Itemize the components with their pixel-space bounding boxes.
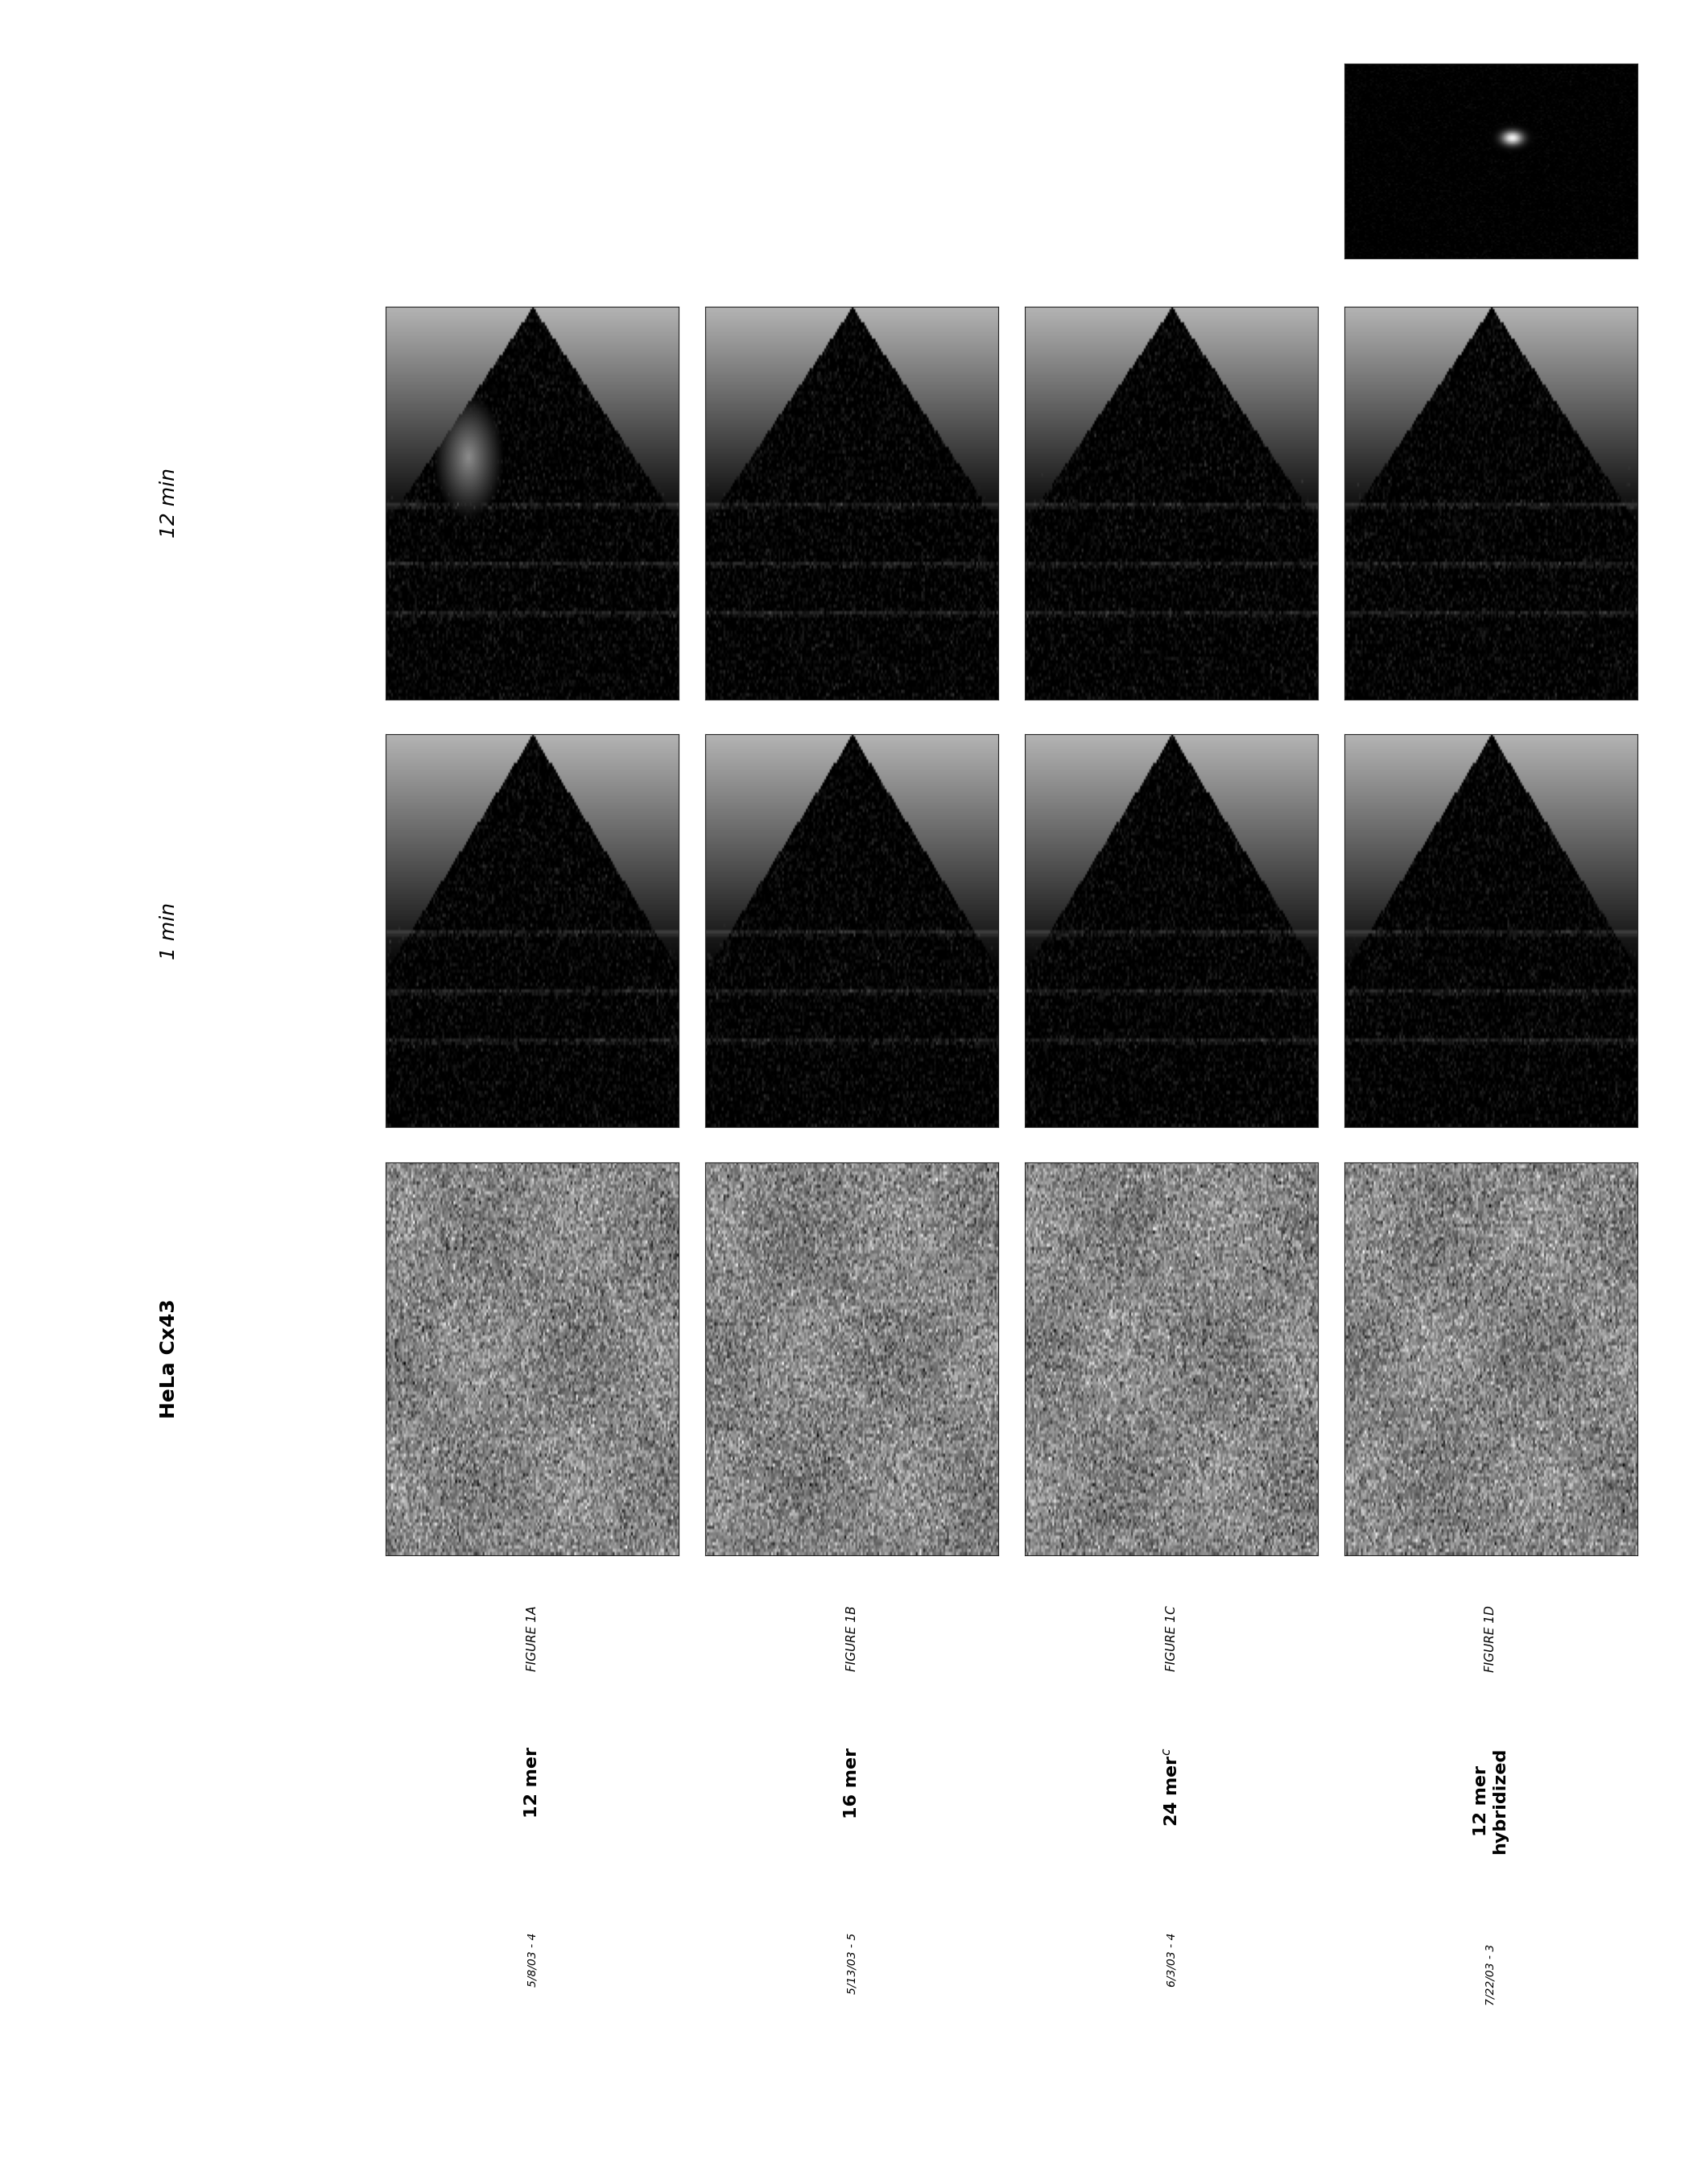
- Text: 12 min: 12 min: [159, 467, 179, 537]
- Text: 16 mer: 16 mer: [843, 1747, 860, 1817]
- Text: 6/3/03 - 4: 6/3/03 - 4: [1166, 1933, 1177, 1987]
- Text: FIGURE 1D: FIGURE 1D: [1485, 1605, 1497, 1673]
- Text: 5/8/03 - 4: 5/8/03 - 4: [527, 1933, 538, 1987]
- Text: 12 mer
hybridized: 12 mer hybridized: [1473, 1747, 1508, 1854]
- Text: 24 mer$^c$: 24 mer$^c$: [1163, 1747, 1180, 1826]
- Text: 12 mer: 12 mer: [525, 1747, 540, 1817]
- Text: FIGURE 1A: FIGURE 1A: [527, 1605, 538, 1671]
- Text: FIGURE 1B: FIGURE 1B: [846, 1605, 858, 1671]
- Text: 5/13/03 - 5: 5/13/03 - 5: [846, 1933, 857, 1994]
- Text: FIGURE 1C: FIGURE 1C: [1165, 1605, 1177, 1671]
- Text: HeLa Cx43: HeLa Cx43: [159, 1299, 179, 1417]
- Text: 7/22/03 - 3: 7/22/03 - 3: [1485, 1944, 1497, 2005]
- Text: 1 min: 1 min: [159, 902, 179, 959]
